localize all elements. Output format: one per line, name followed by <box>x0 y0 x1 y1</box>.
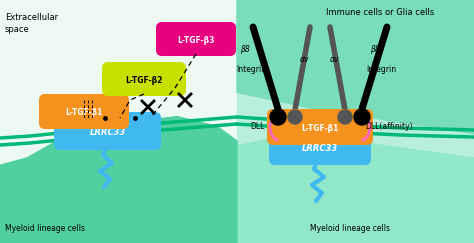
Circle shape <box>354 109 370 125</box>
Circle shape <box>288 110 302 124</box>
FancyBboxPatch shape <box>267 109 373 145</box>
Text: L-TGF-β1: L-TGF-β1 <box>65 108 103 117</box>
Text: DLL(affinity): DLL(affinity) <box>365 122 413 131</box>
FancyBboxPatch shape <box>39 94 129 129</box>
FancyBboxPatch shape <box>102 62 186 96</box>
Circle shape <box>338 110 352 124</box>
Text: Integrin: Integrin <box>366 65 396 74</box>
Text: β8: β8 <box>240 45 250 54</box>
Text: DLL: DLL <box>250 122 264 131</box>
Text: Immune cells or Glia cells: Immune cells or Glia cells <box>326 8 434 17</box>
Text: Extracellular
space: Extracellular space <box>5 13 58 34</box>
Text: β8: β8 <box>370 45 380 54</box>
Circle shape <box>270 109 286 125</box>
Bar <box>237 0 474 243</box>
Polygon shape <box>237 0 474 134</box>
Text: L-TGF-β1: L-TGF-β1 <box>301 123 339 132</box>
Bar <box>0 0 237 243</box>
Text: Myeloid lineage cells: Myeloid lineage cells <box>5 224 85 233</box>
Polygon shape <box>0 117 237 243</box>
Text: αv: αv <box>300 55 310 64</box>
Text: Myeloid lineage cells: Myeloid lineage cells <box>310 224 390 233</box>
Text: L-TGF-β2: L-TGF-β2 <box>125 76 163 85</box>
Text: αv: αv <box>330 55 339 64</box>
FancyBboxPatch shape <box>269 129 371 165</box>
Text: LRRC33: LRRC33 <box>302 144 338 153</box>
FancyBboxPatch shape <box>54 112 161 150</box>
Text: L-TGF-β3: L-TGF-β3 <box>177 35 215 44</box>
Text: LRRC33: LRRC33 <box>90 128 126 137</box>
FancyBboxPatch shape <box>156 22 236 56</box>
Polygon shape <box>237 134 474 243</box>
Text: Integrin: Integrin <box>236 65 266 74</box>
